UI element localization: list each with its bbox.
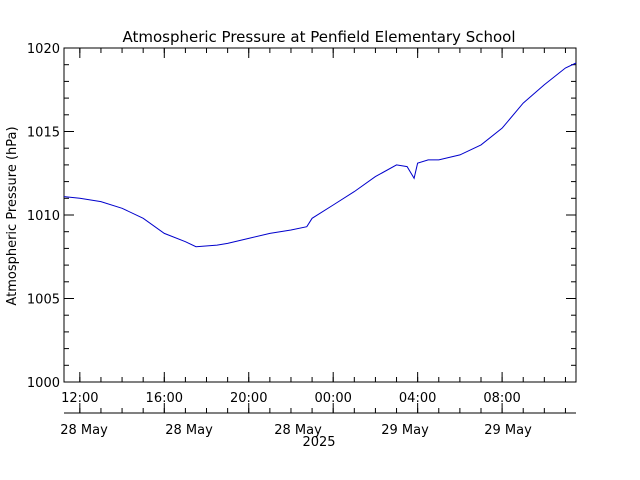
x-date-label: 29 May	[381, 423, 429, 438]
x-tick-label: 12:00	[61, 391, 98, 406]
y-axis-label: Atmospheric Pressure (hPa)	[5, 126, 20, 305]
x-axis-year-label: 2025	[302, 435, 335, 450]
x-date-label: 29 May	[484, 423, 532, 438]
pressure-series-line	[63, 62, 577, 248]
data-series	[63, 62, 577, 248]
y-tick-label: 1000	[27, 376, 60, 391]
y-tick-label: 1020	[27, 42, 60, 57]
x-tick-label: 04:00	[399, 391, 436, 406]
x-tick-label: 16:00	[146, 391, 183, 406]
chart-title: Atmospheric Pressure at Penfield Element…	[122, 28, 515, 46]
y-tick-label: 1015	[27, 126, 60, 141]
x-tick-label: 08:00	[483, 391, 520, 406]
plot-frame	[63, 47, 577, 383]
x-date-label: 28 May	[165, 423, 213, 438]
plot-axes	[63, 47, 577, 414]
x-date-label: 28 May	[274, 423, 322, 438]
y-axis-ticks: 1000 1005 1010 1015 1020	[27, 42, 576, 391]
y-tick-label: 1005	[27, 293, 60, 308]
x-axis-ticks: 12:00 16:00 20:00 00:00 04:00 08:00 28 May 28 M…	[60, 48, 566, 438]
x-tick-label: 00:00	[314, 391, 351, 406]
x-date-label: 28 May	[60, 423, 108, 438]
y-tick-label: 1010	[27, 209, 60, 224]
x-tick-label: 20:00	[230, 391, 267, 406]
